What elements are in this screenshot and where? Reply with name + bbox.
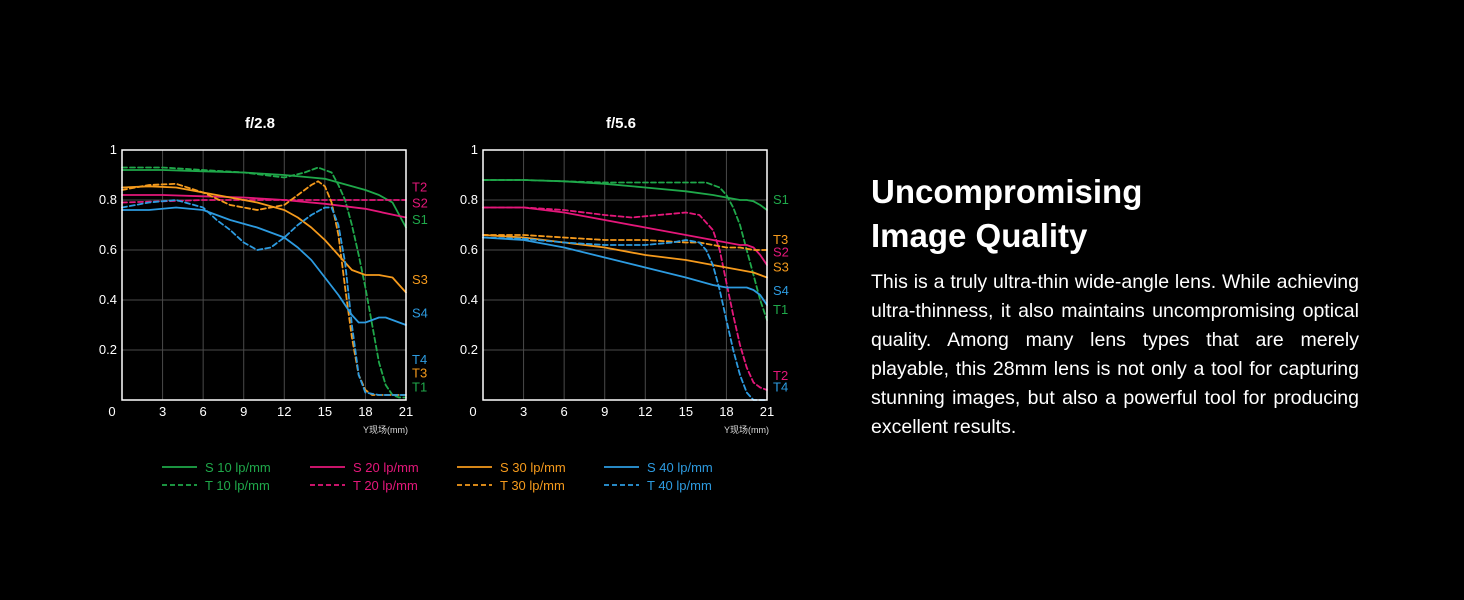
x-axis-label: Y现场(mm): [724, 425, 769, 435]
series-end-label: S4: [773, 283, 789, 298]
heading-line-1: Uncompromising: [871, 173, 1143, 210]
x-tick-label: 21: [760, 404, 774, 419]
x-tick-label: 3: [520, 404, 527, 419]
series-end-label: S4: [412, 306, 428, 321]
y-tick-label: 0.6: [99, 242, 117, 257]
y-tick-label: 1: [110, 142, 117, 157]
legend-label: T 20 lp/mm: [353, 478, 418, 493]
x-tick-label: 15: [318, 404, 332, 419]
x-tick-label: 15: [679, 404, 693, 419]
x-axis-label: Y现场(mm): [363, 425, 408, 435]
series-end-label: T4: [412, 352, 427, 367]
sagittal-s40-series-line: [482, 236, 768, 306]
tangential-s40-series-line: [121, 199, 407, 396]
legend-label: T 10 lp/mm: [205, 478, 270, 493]
plot-frame: [121, 149, 407, 401]
y-tick-label: 0.4: [99, 292, 117, 307]
legend-label: S 10 lp/mm: [205, 460, 271, 475]
x-tick-label: 18: [719, 404, 733, 419]
mtf-charts: f/2.8 0.2 0.4 0.6 0.8 1 0 3 6 9 12 15 18 21 Y现场(mm) T2 S…: [99, 115, 789, 493]
y-tick-label: 1: [471, 142, 478, 157]
series-end-label: S3: [412, 272, 428, 287]
legend-label: S 30 lp/mm: [500, 460, 566, 475]
series-end-label: T2: [773, 368, 788, 383]
sagittal-s10-series-line: [121, 169, 407, 229]
y-tick-label: 0.6: [460, 242, 478, 257]
series-end-label: T4: [773, 379, 788, 394]
series-end-label: T1: [412, 379, 427, 394]
y-tick-label: 0.2: [99, 342, 117, 357]
tangential-s30-series-line: [482, 234, 768, 251]
x-tick-label: 9: [240, 404, 247, 419]
series-end-label: S2: [773, 244, 789, 259]
page-heading: Uncompromising Image Quality: [871, 170, 1391, 258]
y-tick-label: 0.8: [460, 192, 478, 207]
heading-line-2: Image Quality: [871, 217, 1088, 254]
description-paragraph: This is a truly ultra-thin wide-angle le…: [871, 271, 1359, 438]
series-end-label: T1: [773, 302, 788, 317]
x-tick-label: 6: [561, 404, 568, 419]
legend-label: T 40 lp/mm: [647, 478, 712, 493]
series-end-label: S1: [412, 212, 428, 227]
sagittal-s20-series-line: [121, 194, 407, 219]
series-end-label: S1: [773, 192, 789, 207]
x-tick-label: 6: [200, 404, 207, 419]
x-tick-label: 0: [469, 404, 476, 419]
y-tick-label: 0.2: [460, 342, 478, 357]
x-tick-label: 12: [277, 404, 291, 419]
legend-label: S 40 lp/mm: [647, 460, 713, 475]
sagittal-s10-series-line: [482, 179, 768, 211]
x-tick-label: 9: [601, 404, 608, 419]
plot-frame: [482, 149, 768, 401]
legend-label: T 30 lp/mm: [500, 478, 565, 493]
legend-label: S 20 lp/mm: [353, 460, 419, 475]
series-end-label: S2: [412, 196, 428, 211]
x-tick-label: 12: [638, 404, 652, 419]
y-tick-label: 0.4: [460, 292, 478, 307]
x-tick-label: 3: [159, 404, 166, 419]
sagittal-s20-series-line: [482, 206, 768, 266]
series-end-label: T3: [773, 232, 788, 247]
tangential-s30-series-line: [121, 180, 407, 396]
chart-title: f/2.8: [245, 115, 275, 132]
series-end-label: T3: [412, 366, 427, 381]
sagittal-s40-series-line: [121, 206, 407, 326]
tangential-s40-series-line: [482, 236, 768, 401]
series-end-label: T2: [412, 179, 427, 194]
chart-title: f/5.6: [606, 115, 636, 132]
series-end-label: S3: [773, 259, 789, 274]
x-tick-label: 0: [108, 404, 115, 419]
tangential-s10-series-line: [482, 179, 768, 321]
y-tick-label: 0.8: [99, 192, 117, 207]
x-tick-label: 21: [399, 404, 413, 419]
x-tick-label: 18: [358, 404, 372, 419]
tangential-s20-series-line: [482, 206, 768, 391]
